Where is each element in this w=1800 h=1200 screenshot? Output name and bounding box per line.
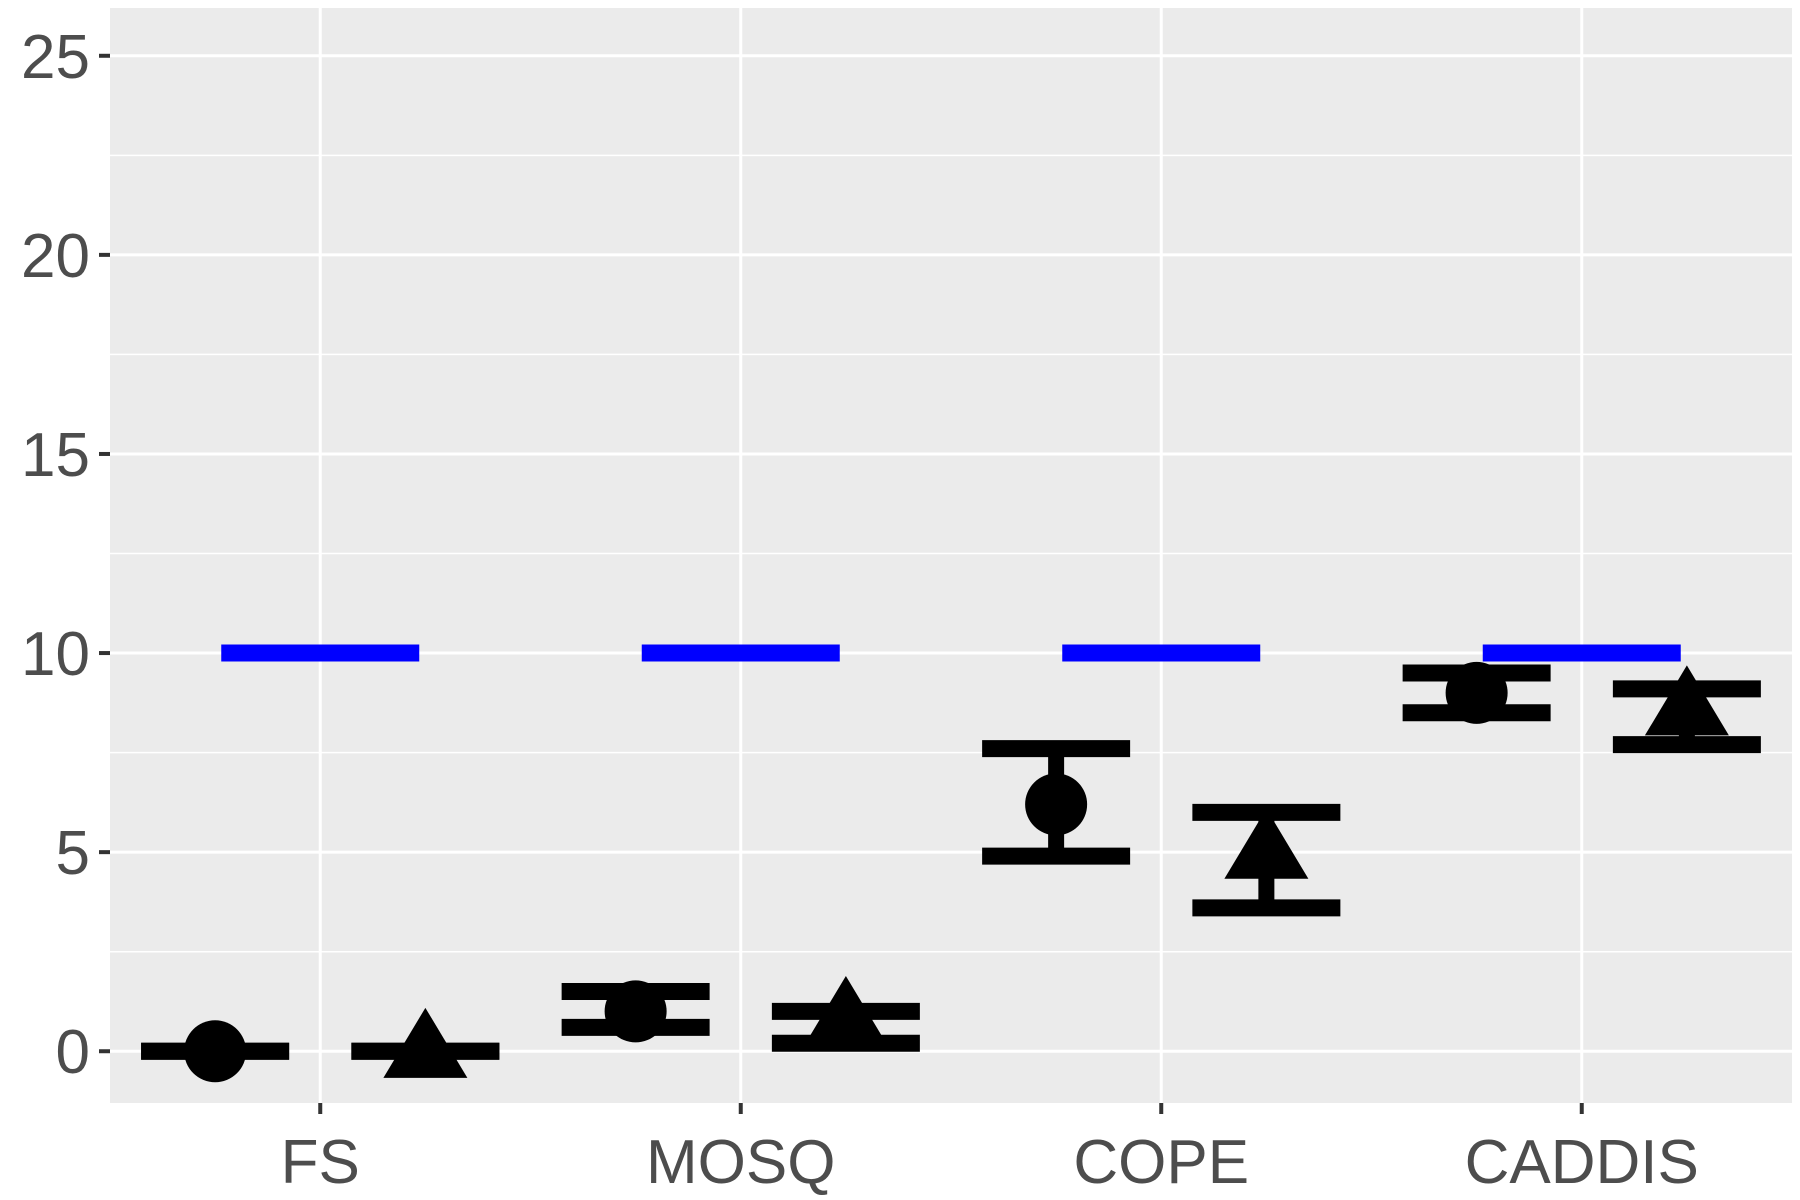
y-tick-label: 15 [21,421,90,490]
y-tick-label: 25 [21,23,90,92]
data-point-circle [1025,773,1088,836]
plot-panel [110,8,1792,1103]
data-point-circle [604,980,667,1043]
y-tick-label: 0 [56,1018,90,1087]
y-tick-label: 20 [21,222,90,291]
data-point-triangle [1644,665,1729,736]
y-tick-label: 5 [56,819,90,888]
y-tick-label: 10 [21,620,90,689]
x-tick-label: MOSQ [646,1128,835,1197]
x-tick-label: COPE [1073,1128,1249,1197]
grid-minor [110,154,1792,953]
data-point-triangle [383,1007,468,1078]
y-axis: 0 5 10 15 20 25 [21,23,110,1087]
x-axis: FS MOSQ COPE CADDIS [281,1103,1699,1197]
x-tick-label: CADDIS [1465,1128,1699,1197]
data-point-triangle [803,975,888,1046]
data-point-circle [1445,661,1508,724]
data-point-triangle [1224,808,1309,879]
series-layer [141,661,1761,1083]
data-point-circle [184,1020,247,1083]
x-tick-label: FS [281,1128,360,1197]
